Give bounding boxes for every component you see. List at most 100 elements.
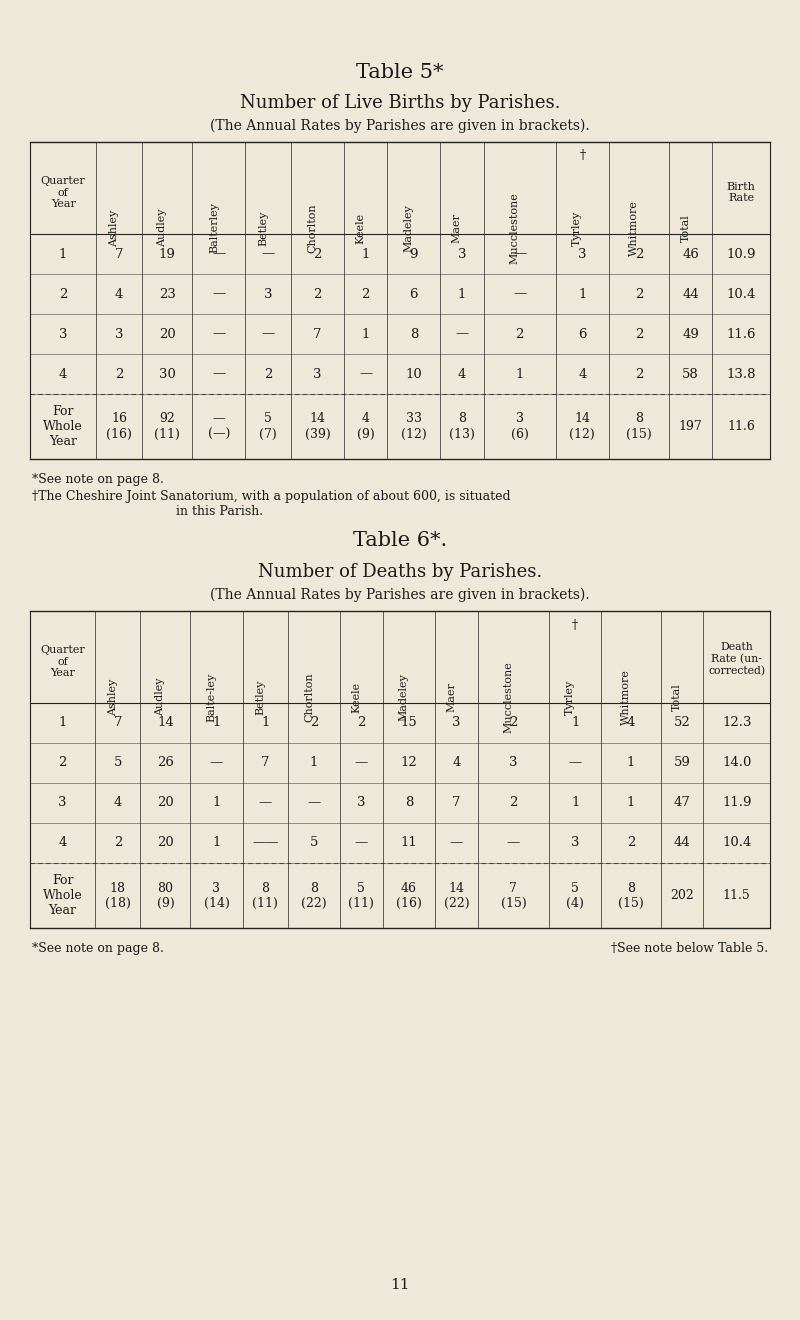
Text: 1: 1 (59, 248, 67, 260)
Text: 3: 3 (571, 837, 579, 850)
Text: 20: 20 (158, 327, 175, 341)
Text: 7: 7 (114, 248, 123, 260)
Text: †The Cheshire Joint Sanatorium, with a population of about 600, is situated
    : †The Cheshire Joint Sanatorium, with a p… (32, 490, 510, 517)
Text: 2: 2 (115, 367, 123, 380)
Text: 7
(15): 7 (15) (501, 882, 526, 909)
Text: Maer: Maer (452, 213, 462, 243)
Text: Birth
Rate: Birth Rate (726, 182, 755, 203)
Text: 7: 7 (114, 717, 122, 730)
Text: —: — (455, 327, 469, 341)
Text: 92
(11): 92 (11) (154, 412, 180, 441)
Text: Betley: Betley (255, 680, 265, 714)
Text: 2: 2 (310, 717, 318, 730)
Text: —: — (212, 327, 226, 341)
Text: —: — (507, 837, 520, 850)
Text: —: — (212, 288, 226, 301)
Text: 4: 4 (458, 367, 466, 380)
Text: 46
(16): 46 (16) (396, 882, 422, 909)
Text: 3: 3 (314, 367, 322, 380)
Text: 2: 2 (515, 327, 524, 341)
Text: 2: 2 (59, 288, 67, 301)
Text: —: — (513, 248, 526, 260)
Text: 4: 4 (115, 288, 123, 301)
Text: Number of Live Births by Parishes.: Number of Live Births by Parishes. (240, 94, 560, 112)
Text: Madeley: Madeley (404, 205, 414, 252)
Text: —
(—): — (—) (208, 412, 230, 441)
Text: 6: 6 (578, 327, 586, 341)
Text: For
Whole
Year: For Whole Year (42, 874, 82, 917)
Text: 8: 8 (410, 327, 418, 341)
Text: 1: 1 (212, 796, 221, 809)
Text: 3: 3 (58, 796, 67, 809)
Text: 11.6: 11.6 (727, 420, 755, 433)
Text: 44: 44 (682, 288, 699, 301)
Text: Maer: Maer (446, 682, 457, 711)
Text: 2: 2 (627, 837, 635, 850)
Text: 11.5: 11.5 (723, 888, 750, 902)
Text: 5: 5 (310, 837, 318, 850)
Text: 2: 2 (314, 288, 322, 301)
Text: 14: 14 (157, 717, 174, 730)
Text: 3: 3 (458, 248, 466, 260)
Text: Audley: Audley (155, 677, 166, 717)
Text: 5
(4): 5 (4) (566, 882, 584, 909)
Text: 8
(22): 8 (22) (301, 882, 326, 909)
Text: 11: 11 (390, 1278, 410, 1292)
Text: 1: 1 (362, 248, 370, 260)
Text: 33
(12): 33 (12) (401, 412, 426, 441)
Text: For
Whole
Year: For Whole Year (43, 405, 83, 447)
Text: 9: 9 (410, 248, 418, 260)
Text: 2: 2 (362, 288, 370, 301)
Text: 58: 58 (682, 367, 699, 380)
Text: Death
Rate (un-
corrected): Death Rate (un- corrected) (708, 642, 766, 676)
Text: 3
(14): 3 (14) (203, 882, 230, 909)
Text: —: — (212, 248, 226, 260)
Text: 8
(15): 8 (15) (626, 412, 652, 441)
Text: Tyrley: Tyrley (566, 680, 575, 714)
Text: 6: 6 (410, 288, 418, 301)
Text: 5
(11): 5 (11) (349, 882, 374, 909)
Text: Whitmore: Whitmore (621, 669, 631, 725)
Text: 15: 15 (401, 717, 418, 730)
Text: 1: 1 (571, 796, 579, 809)
Text: 2: 2 (510, 717, 518, 730)
Text: 2: 2 (634, 288, 643, 301)
Text: —: — (450, 837, 463, 850)
Text: 3: 3 (357, 796, 366, 809)
Text: 14.0: 14.0 (722, 756, 751, 770)
Text: Number of Deaths by Parishes.: Number of Deaths by Parishes. (258, 564, 542, 581)
Text: 8
(15): 8 (15) (618, 882, 644, 909)
Text: —: — (212, 367, 226, 380)
Text: Keele: Keele (356, 213, 366, 244)
Text: 2: 2 (114, 837, 122, 850)
Text: 3: 3 (59, 327, 67, 341)
Text: 18
(18): 18 (18) (105, 882, 131, 909)
Text: (The Annual Rates by Parishes are given in brackets).: (The Annual Rates by Parishes are given … (210, 587, 590, 602)
Text: 1: 1 (212, 837, 221, 850)
Text: —: — (210, 756, 223, 770)
Text: Balte-ley: Balte-ley (206, 672, 217, 722)
Text: 4: 4 (627, 717, 635, 730)
Text: Quarter
of
Year: Quarter of Year (41, 176, 86, 209)
Text: —: — (359, 367, 372, 380)
Text: 59: 59 (674, 756, 690, 770)
Text: 7: 7 (314, 327, 322, 341)
Text: —: — (513, 288, 526, 301)
Text: 4: 4 (452, 756, 461, 770)
Text: 2: 2 (634, 248, 643, 260)
Text: *See note on page 8.: *See note on page 8. (32, 473, 164, 486)
Text: 13.8: 13.8 (726, 367, 756, 380)
Text: 4: 4 (58, 837, 67, 850)
Text: ——: —— (252, 837, 278, 850)
Text: Table 5*: Table 5* (356, 62, 444, 82)
Text: Total: Total (681, 214, 690, 242)
Text: *See note on page 8.: *See note on page 8. (32, 942, 164, 954)
Text: 1: 1 (458, 288, 466, 301)
Text: Quarter
of
Year: Quarter of Year (40, 645, 85, 678)
Text: 5
(7): 5 (7) (259, 412, 277, 441)
Text: 197: 197 (678, 420, 702, 433)
Text: 3: 3 (264, 288, 273, 301)
Text: 7: 7 (261, 756, 270, 770)
Text: Total: Total (672, 684, 682, 711)
Text: 19: 19 (158, 248, 176, 260)
